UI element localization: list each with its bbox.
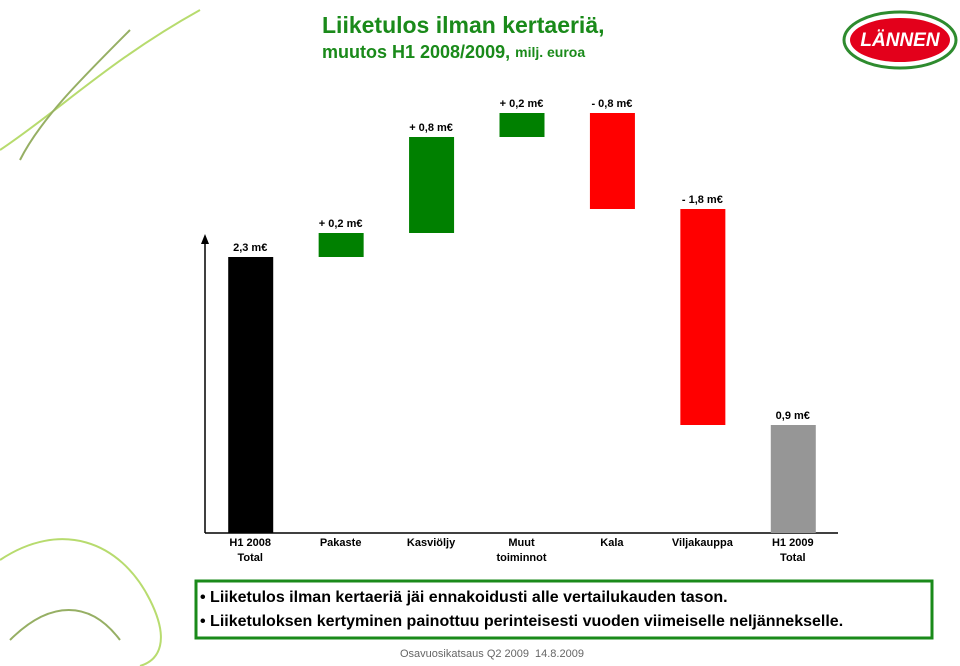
logo: LÄNNEN	[842, 10, 958, 70]
x-tick-label: toiminnot	[496, 552, 546, 564]
bullet-text: Liiketulos ilman kertaeriä jäi ennakoidu…	[210, 589, 728, 606]
chart-area	[190, 76, 846, 536]
bar	[318, 233, 364, 257]
data-label: + 0,2 m€	[500, 98, 544, 110]
x-tick-label: H1 2009	[772, 537, 814, 549]
logo-text: LÄNNEN	[860, 30, 940, 51]
bar	[409, 137, 455, 233]
data-label: 2,3 m€	[233, 242, 267, 254]
footer-left: Osavuosikatsaus Q2 2009	[400, 648, 529, 660]
data-label: + 0,2 m€	[319, 218, 363, 230]
x-tick-label: H1 2008	[229, 537, 271, 549]
x-tick-label: Kasviöljy	[407, 537, 456, 549]
data-label: + 0,8 m€	[409, 122, 453, 134]
subtitle-text: muutos H1 2008/2009,	[322, 42, 510, 62]
decoration	[0, 9, 201, 666]
x-tick-label: Pakaste	[320, 537, 362, 549]
subtitle: muutos H1 2008/2009, milj. euroa	[322, 42, 585, 62]
data-label: - 1,8 m€	[682, 194, 723, 206]
bar	[589, 113, 635, 209]
data-label: 0,9 m€	[776, 410, 810, 422]
waterfall-chart: 2,3 m€ H1 2008 Total + 0,2 m€ Pakaste + 0,8 m…	[201, 98, 838, 564]
bullet: • Liiketuloksen kertyminen painottuu per…	[200, 613, 843, 630]
bar	[499, 113, 545, 137]
unit: milj. euroa	[515, 44, 585, 60]
bar	[770, 425, 816, 533]
footer-right: 14.8.2009	[535, 648, 584, 660]
y-axis-arrow	[201, 234, 209, 244]
bar	[228, 257, 274, 533]
bullet: • Liiketulos ilman kertaeriä jäi ennakoi…	[200, 589, 728, 606]
x-tick-label: Total	[237, 552, 262, 564]
x-tick-label: Viljakauppa	[672, 537, 734, 549]
bullet-text: Liiketuloksen kertyminen painottuu perin…	[210, 613, 843, 630]
x-tick-label: Kala	[600, 537, 624, 549]
title: Liiketulos ilman kertaeriä,	[322, 12, 605, 38]
x-tick-label: Muut	[508, 537, 535, 549]
bar	[680, 209, 726, 425]
bullet-box	[194, 579, 934, 640]
data-label: - 0,8 m€	[591, 98, 632, 110]
x-tick-label: Total	[780, 552, 805, 564]
